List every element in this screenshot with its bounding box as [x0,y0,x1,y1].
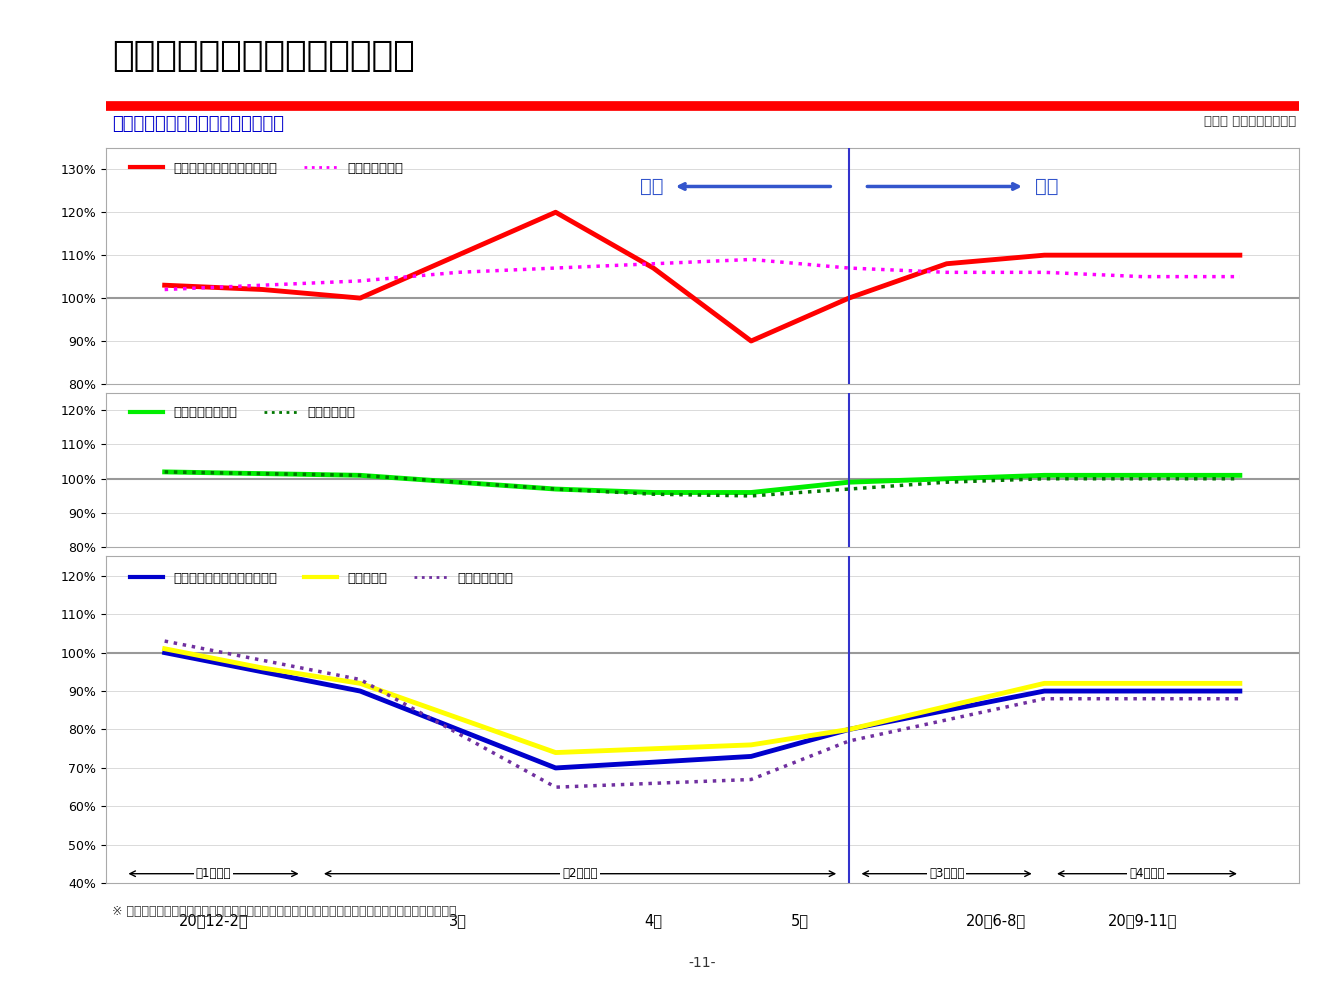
Text: 第3四半期: 第3四半期 [929,867,965,881]
Legend: 当社調理・調味料（業務用）, 当社タマゴ, フードサービス: 当社調理・調味料（業務用）, 当社タマゴ, フードサービス [125,567,518,589]
Legend: 当社調理・調味料（家庭用）, スーパー食料品: 当社調理・調味料（家庭用）, スーパー食料品 [125,157,408,180]
Text: 実績: 実績 [640,177,662,196]
Text: 第4四半期: 第4四半期 [1129,867,1165,881]
Text: 予想: 予想 [1035,177,1059,196]
Legend: 当社サラダ・想菜, スーパー想菜: 当社サラダ・想菜, スーパー想菜 [125,402,360,424]
Text: 市場の動きとの比較（前年比）: 市場の動きとの比較（前年比） [111,39,415,73]
Text: 第2四半期: 第2四半期 [562,867,598,881]
Text: 第1四半期: 第1四半期 [196,867,232,881]
Text: 当社事業別売上高伸長率と市場動向: 当社事業別売上高伸長率と市場動向 [111,115,284,133]
Text: ※ 市場実績は日本フードサービス協会およびチェーンストアー協会資料、市場予想は当社見込みより: ※ 市場実績は日本フードサービス協会およびチェーンストアー協会資料、市場予想は当… [111,905,456,917]
Text: -11-: -11- [689,956,716,970]
Text: （注） 数値は近似値です: （注） 数値は近似値です [1204,115,1296,128]
